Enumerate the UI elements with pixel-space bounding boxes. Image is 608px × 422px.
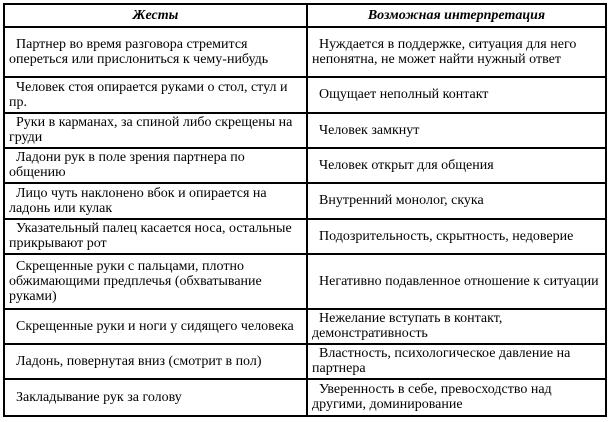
table-row: Человек стоя опирается руками о стол, ст… [3, 76, 607, 114]
table-row: Скрещенные руки с пальцами, плотно обжим… [3, 253, 607, 310]
table-row: Ладонь, повернутая вниз (смотрит в пол) … [3, 343, 607, 380]
column-header-interpretation: Возможная интерпретация [306, 3, 607, 28]
interpretation-cell: Внутренний монолог, скука [306, 182, 607, 220]
table-header-row: Жесты Возможная интерпретация [3, 3, 607, 28]
interpretation-cell: Уверенность в себе, превосходство над др… [306, 378, 607, 417]
interpretation-cell: Нуждается в поддержке, ситуация для него… [306, 26, 607, 78]
gesture-cell: Партнер во время разговора стремится опе… [3, 26, 308, 78]
interpretation-cell: Нежелание вступать в контакт, демонстрат… [306, 308, 607, 345]
interpretation-cell: Человек замкнут [306, 112, 607, 149]
interpretation-cell: Подозрительность, скрытность, недоверие [306, 218, 607, 255]
table-row: Скрещенные руки и ноги у сидящего челове… [3, 308, 607, 345]
table-row: Указательный палец касается носа, осталь… [3, 218, 607, 255]
gesture-cell: Ладони рук в поле зрения партнера по общ… [3, 147, 308, 184]
gesture-cell: Скрещенные руки с пальцами, плотно обжим… [3, 253, 308, 310]
gesture-cell: Ладонь, повернутая вниз (смотрит в пол) [3, 343, 308, 380]
gesture-cell: Указательный палец касается носа, осталь… [3, 218, 308, 255]
gesture-cell: Руки в карманах, за спиной либо скрещены… [3, 112, 308, 149]
table-row: Закладывание рук за голову Уверенность в… [3, 378, 607, 417]
interpretation-cell: Ощущает неполный контакт [306, 76, 607, 114]
gesture-cell: Лицо чуть наклонено вбок и опирается на … [3, 182, 308, 220]
gesture-cell: Скрещенные руки и ноги у сидящего челове… [3, 308, 308, 345]
table-row: Руки в карманах, за спиной либо скрещены… [3, 112, 607, 149]
gesture-cell: Закладывание рук за голову [3, 378, 308, 417]
column-header-gestures: Жесты [3, 3, 308, 28]
table-row: Ладони рук в поле зрения партнера по общ… [3, 147, 607, 184]
table-row: Партнер во время разговора стремится опе… [3, 26, 607, 78]
table-row: Лицо чуть наклонено вбок и опирается на … [3, 182, 607, 220]
gestures-table: Жесты Возможная интерпретация Партнер во… [3, 3, 607, 417]
interpretation-cell: Властность, психологическое давление на … [306, 343, 607, 380]
interpretation-cell: Негативно подавленное отношение к ситуац… [306, 253, 607, 310]
interpretation-cell: Человек открыт для общения [306, 147, 607, 184]
gesture-cell: Человек стоя опирается руками о стол, ст… [3, 76, 308, 114]
